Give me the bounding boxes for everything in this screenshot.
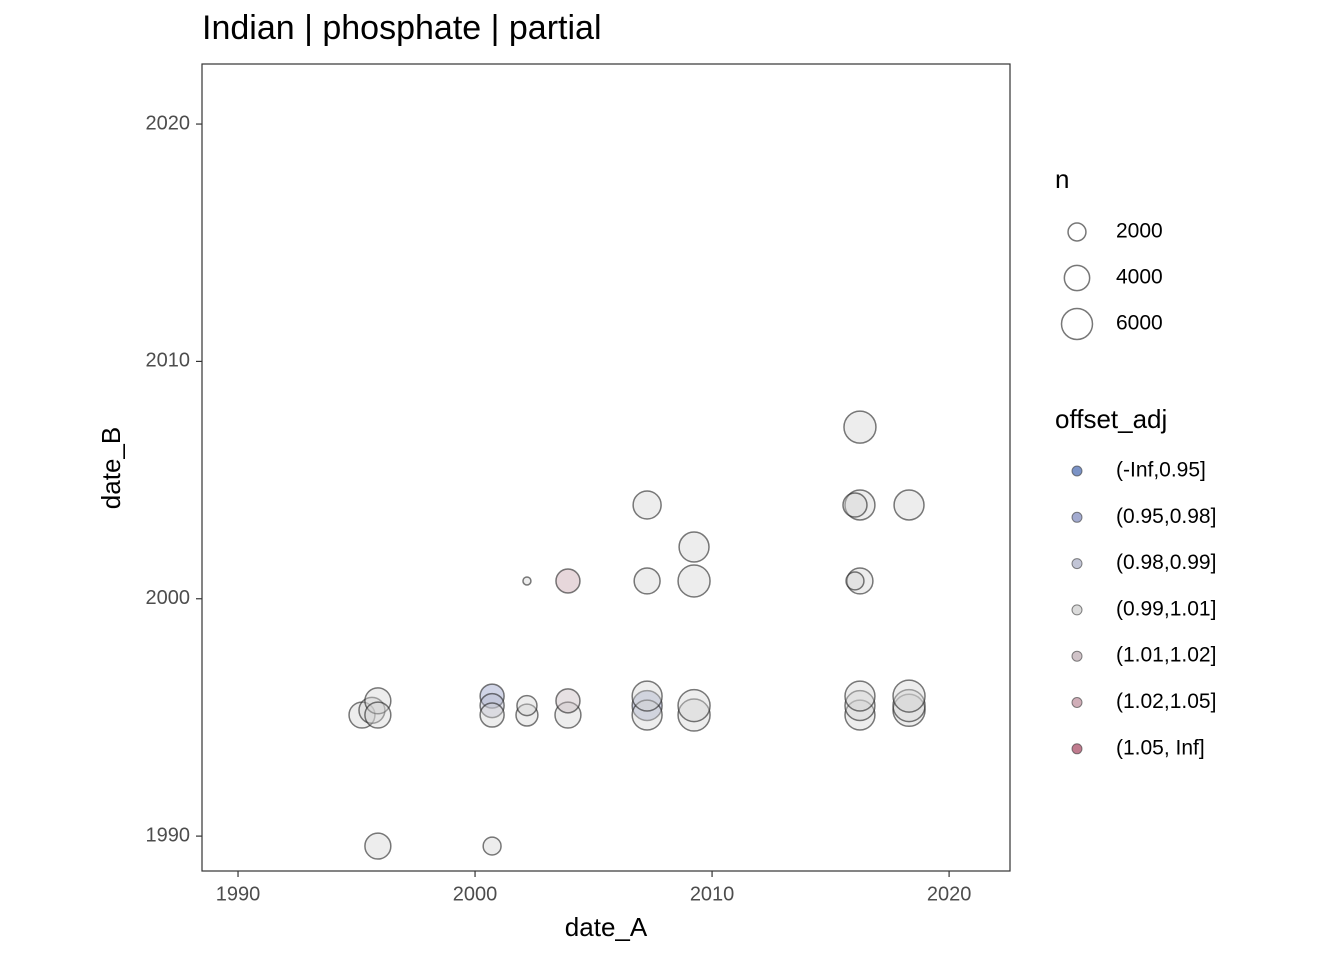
color-legend-key xyxy=(1071,697,1083,708)
size-legend-key xyxy=(1060,307,1094,341)
color-legend-key xyxy=(1071,743,1083,755)
point xyxy=(844,699,876,731)
point xyxy=(631,699,663,731)
point xyxy=(364,687,392,715)
point xyxy=(364,701,392,729)
color-legend-key xyxy=(1071,465,1083,477)
color-legend-title: offset_adj xyxy=(1055,404,1167,434)
legend-label: (0.98,0.99] xyxy=(1116,551,1216,574)
point xyxy=(482,836,502,856)
point xyxy=(555,688,581,714)
point xyxy=(892,679,926,713)
point xyxy=(844,489,876,521)
point xyxy=(846,567,874,595)
color-legend-key xyxy=(1071,604,1083,616)
point xyxy=(631,680,663,712)
point xyxy=(479,683,505,709)
color-legend-key xyxy=(1071,558,1083,570)
point xyxy=(893,489,925,521)
chart-title: Indian | phosphate | partial xyxy=(202,9,602,47)
size-legend-key xyxy=(1063,264,1091,292)
point xyxy=(892,688,926,723)
legend-label: (1.01,1.02] xyxy=(1116,644,1216,667)
point xyxy=(479,702,505,728)
y-axis-title: date_B xyxy=(96,427,126,509)
point xyxy=(364,832,392,860)
legend-label: (-Inf,0.95] xyxy=(1116,459,1206,482)
legend-label: (1.05, Inf] xyxy=(1116,736,1205,759)
size-legend-label: 2000 xyxy=(1116,220,1163,243)
size-legend-key xyxy=(1067,222,1087,242)
point xyxy=(555,568,581,594)
legend-label: (1.02,1.05] xyxy=(1116,690,1216,713)
point xyxy=(842,492,868,518)
point xyxy=(554,701,582,729)
point xyxy=(632,490,662,520)
point xyxy=(479,692,505,719)
y-tick-label: 1990 xyxy=(146,824,191,846)
point xyxy=(844,689,876,722)
x-tick-label: 1990 xyxy=(216,883,261,905)
x-tick-label: 2010 xyxy=(690,883,735,905)
point xyxy=(516,694,538,717)
y-tick-label: 2010 xyxy=(146,350,191,372)
point xyxy=(678,531,710,563)
point xyxy=(677,688,711,723)
y-tick-label: 2020 xyxy=(146,112,191,134)
point xyxy=(845,571,865,591)
plot-panel xyxy=(201,63,1011,872)
point xyxy=(633,567,661,595)
size-legend-label: 4000 xyxy=(1116,266,1163,289)
point xyxy=(677,698,711,732)
y-tick-label: 2000 xyxy=(146,587,191,609)
point xyxy=(631,689,663,722)
point xyxy=(843,410,877,444)
x-tick-label: 2020 xyxy=(927,883,972,905)
x-tick-label: 2000 xyxy=(453,883,498,905)
color-legend-key xyxy=(1071,650,1083,662)
legend-label: (0.99,1.01] xyxy=(1116,597,1216,620)
size-legend-label: 6000 xyxy=(1116,312,1163,335)
point xyxy=(522,576,532,586)
color-legend-key xyxy=(1071,511,1083,523)
x-axis-title: date_A xyxy=(565,912,648,942)
point xyxy=(677,564,711,598)
legend-label: (0.95,0.98] xyxy=(1116,505,1216,528)
point xyxy=(844,680,876,712)
size-legend-title: n xyxy=(1055,164,1069,194)
